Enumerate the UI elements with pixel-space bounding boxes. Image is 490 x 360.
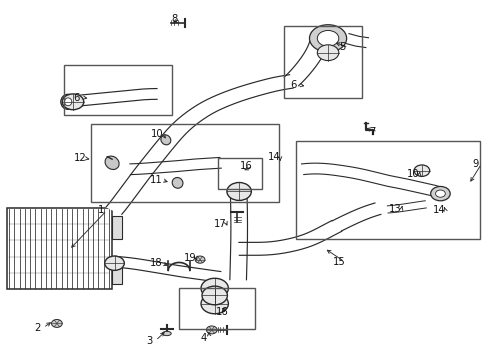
Ellipse shape bbox=[61, 94, 75, 109]
Text: 4: 4 bbox=[200, 333, 207, 343]
Text: 12: 12 bbox=[74, 153, 86, 163]
Text: 19: 19 bbox=[184, 253, 196, 263]
Polygon shape bbox=[239, 221, 342, 255]
Text: 15: 15 bbox=[332, 257, 345, 267]
Text: 10: 10 bbox=[407, 169, 420, 179]
Circle shape bbox=[206, 326, 217, 334]
Bar bbox=[91, 125, 279, 202]
Circle shape bbox=[318, 31, 339, 46]
Text: 18: 18 bbox=[150, 258, 162, 268]
Circle shape bbox=[227, 183, 251, 201]
Text: 9: 9 bbox=[472, 159, 479, 169]
Text: 7: 7 bbox=[369, 127, 375, 136]
Bar bbox=[284, 26, 362, 98]
Ellipse shape bbox=[161, 135, 171, 145]
Circle shape bbox=[62, 94, 84, 110]
Text: 5: 5 bbox=[340, 42, 346, 52]
Text: 14: 14 bbox=[433, 206, 446, 216]
Circle shape bbox=[431, 186, 450, 201]
Text: 17: 17 bbox=[214, 219, 227, 229]
Polygon shape bbox=[66, 89, 157, 107]
Ellipse shape bbox=[172, 177, 183, 188]
Bar bbox=[64, 65, 172, 116]
Circle shape bbox=[201, 294, 228, 314]
Bar bbox=[6, 208, 112, 289]
Text: 8: 8 bbox=[171, 14, 177, 24]
Text: 13: 13 bbox=[389, 204, 402, 215]
Circle shape bbox=[318, 45, 339, 60]
Circle shape bbox=[202, 286, 227, 305]
Polygon shape bbox=[230, 192, 247, 280]
Text: 10: 10 bbox=[151, 129, 163, 139]
Ellipse shape bbox=[162, 331, 171, 336]
Bar bbox=[179, 288, 255, 329]
Polygon shape bbox=[114, 256, 221, 282]
Bar bbox=[112, 216, 122, 239]
Circle shape bbox=[414, 165, 430, 176]
Text: 2: 2 bbox=[34, 323, 41, 333]
Polygon shape bbox=[344, 33, 368, 48]
Circle shape bbox=[201, 278, 228, 298]
Bar bbox=[296, 140, 480, 239]
Text: 16: 16 bbox=[240, 161, 253, 171]
Bar bbox=[218, 158, 262, 189]
Text: 3: 3 bbox=[147, 336, 153, 346]
Text: 6: 6 bbox=[291, 80, 297, 90]
Text: 16: 16 bbox=[216, 307, 228, 317]
Circle shape bbox=[51, 319, 62, 327]
Circle shape bbox=[310, 25, 346, 52]
Text: 14: 14 bbox=[268, 152, 281, 162]
Circle shape bbox=[105, 256, 124, 270]
Polygon shape bbox=[106, 75, 293, 214]
Polygon shape bbox=[301, 163, 440, 197]
Text: 1: 1 bbox=[98, 206, 104, 216]
Bar bbox=[112, 262, 122, 284]
Ellipse shape bbox=[105, 156, 119, 170]
Text: 6: 6 bbox=[73, 93, 79, 103]
Ellipse shape bbox=[65, 98, 72, 106]
Polygon shape bbox=[332, 203, 381, 231]
Polygon shape bbox=[130, 157, 221, 175]
Polygon shape bbox=[388, 201, 426, 213]
Circle shape bbox=[436, 190, 445, 197]
Circle shape bbox=[195, 256, 205, 263]
Polygon shape bbox=[284, 32, 330, 86]
Text: 11: 11 bbox=[150, 175, 163, 185]
